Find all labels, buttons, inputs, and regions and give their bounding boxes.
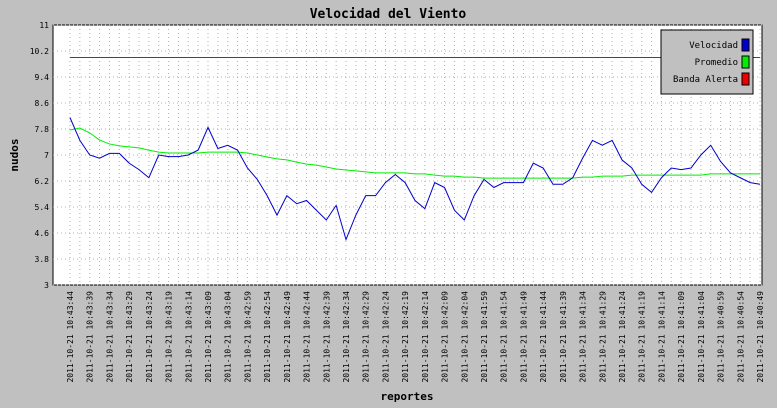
y-tick-label: 8.6 xyxy=(35,99,50,108)
x-tick-label: 2011-10-21 10:41:19 xyxy=(638,291,647,383)
y-axis-label: nudos xyxy=(8,138,21,171)
x-tick-label: 2011-10-21 10:43:14 xyxy=(184,291,193,383)
y-tick-label: 3.8 xyxy=(35,255,50,264)
x-tick-label: 2011-10-21 10:41:59 xyxy=(480,291,489,383)
x-tick-label: 2011-10-21 10:43:04 xyxy=(224,291,233,383)
chart-title: Velocidad del Viento xyxy=(310,7,467,22)
x-tick-label: 2011-10-21 10:41:29 xyxy=(598,291,607,383)
y-tick-label: 7.8 xyxy=(35,125,50,134)
x-tick-label: 2011-10-21 10:42:19 xyxy=(401,291,410,383)
legend-swatch xyxy=(741,38,750,52)
x-tick-label: 2011-10-21 10:43:44 xyxy=(66,291,75,383)
x-tick-label: 2011-10-21 10:40:49 xyxy=(756,291,765,383)
x-tick-label: 2011-10-21 10:42:59 xyxy=(243,291,252,383)
legend-label: Promedio xyxy=(695,58,738,68)
x-tick-label: 2011-10-21 10:40:54 xyxy=(736,291,745,383)
x-tick-label: 2011-10-21 10:41:09 xyxy=(677,291,686,383)
x-tick-label: 2011-10-21 10:42:14 xyxy=(421,291,430,383)
x-tick-label: 2011-10-21 10:43:19 xyxy=(165,291,174,383)
series-line xyxy=(69,127,760,179)
y-tick-label: 4.6 xyxy=(35,229,50,238)
x-tick-label: 2011-10-21 10:41:44 xyxy=(539,291,548,383)
lines xyxy=(69,57,761,242)
x-tick-label: 2011-10-21 10:41:14 xyxy=(657,291,666,383)
legend-label: Banda Alerta xyxy=(673,75,738,85)
x-tick-label: 2011-10-21 10:43:34 xyxy=(105,291,114,383)
plot-area xyxy=(52,24,763,286)
x-tick-label: 2011-10-21 10:41:04 xyxy=(697,291,706,383)
x-tick-label: 2011-10-21 10:41:34 xyxy=(579,291,588,383)
x-tick-label: 2011-10-21 10:42:34 xyxy=(342,291,351,383)
legend-swatch xyxy=(741,55,750,69)
x-tick-label: 2011-10-21 10:42:29 xyxy=(362,291,371,383)
x-tick-label: 2011-10-21 10:41:49 xyxy=(519,291,528,383)
x-tick-label: 2011-10-21 10:40:59 xyxy=(717,291,726,383)
x-tick-label: 2011-10-21 10:43:39 xyxy=(86,291,95,383)
x-tick-label: 2011-10-21 10:42:04 xyxy=(460,291,469,383)
x-tick-label: 2011-10-21 10:41:39 xyxy=(559,291,568,383)
x-tick-label: 2011-10-21 10:43:29 xyxy=(125,291,134,383)
series-line xyxy=(69,117,761,242)
x-tick-label: 2011-10-21 10:43:09 xyxy=(204,291,213,383)
legend: Velocidad Promedio Banda Alerta xyxy=(660,29,754,95)
y-tick-label: 11 xyxy=(39,21,49,30)
x-tick-label: 2011-10-21 10:42:54 xyxy=(263,291,272,383)
y-tick-label: 7 xyxy=(44,151,49,160)
legend-label: Velocidad xyxy=(689,41,738,51)
x-tick-label: 2011-10-21 10:41:54 xyxy=(500,291,509,383)
y-tick-label: 9.4 xyxy=(35,73,50,82)
y-tick-label: 5.4 xyxy=(35,203,50,212)
y-tick-label: 3 xyxy=(44,281,49,290)
x-tick-label: 2011-10-21 10:41:24 xyxy=(618,291,627,383)
y-tick-label: 10.2 xyxy=(30,47,49,56)
x-tick-label: 2011-10-21 10:42:44 xyxy=(303,291,312,383)
x-tick-label: 2011-10-21 10:42:09 xyxy=(441,291,450,383)
x-tick-label: 2011-10-21 10:43:24 xyxy=(145,291,154,383)
legend-swatch xyxy=(741,72,750,86)
x-tick-label: 2011-10-21 10:42:49 xyxy=(283,291,292,383)
grid xyxy=(53,24,762,286)
legend-box xyxy=(660,29,754,95)
x-tick-label: 2011-10-21 10:42:24 xyxy=(381,291,390,383)
x-axis-label: reportes xyxy=(381,390,434,403)
y-tick-label: 6.2 xyxy=(35,177,50,186)
x-tick-label: 2011-10-21 10:42:39 xyxy=(322,291,331,383)
